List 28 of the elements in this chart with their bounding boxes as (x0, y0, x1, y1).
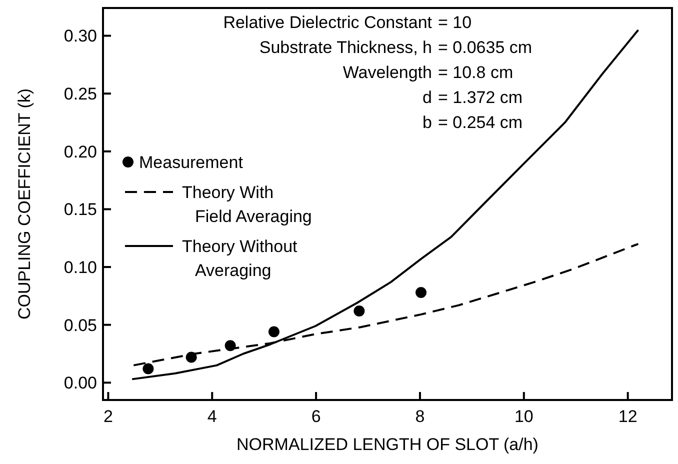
y-tick-label: 0.20 (64, 142, 97, 162)
annotation: Relative Dielectric Constant = 10 (223, 13, 472, 32)
y-tick-label: 0.00 (64, 374, 97, 393)
legend-label: Theory With Field Averaging (182, 182, 312, 226)
y-tick-label: 0.25 (64, 84, 97, 104)
legend-label: Measurement (139, 152, 244, 172)
x-axis-title: NORMALIZED LENGTH OF SLOT (a/h) (236, 435, 538, 454)
x-tick-label: 12 (618, 407, 638, 426)
y-axis-title: COUPLING COEFFICIENT (k) (15, 88, 34, 320)
annotation: Substrate Thickness, h = 0.0635 cm (259, 38, 532, 57)
x-tick-label: 2 (103, 407, 113, 426)
legend-label: Theory Without Averaging (182, 236, 298, 280)
annotation: d = 1.372 cm (422, 88, 523, 107)
y-tick-label: 0.10 (64, 258, 97, 277)
annotation: b = 0.254 cm (422, 113, 523, 132)
point (354, 305, 365, 316)
y-tick-label: 0.05 (64, 316, 97, 335)
x-tick-label: 4 (207, 407, 217, 426)
line-series (131, 28, 640, 380)
point (142, 363, 154, 374)
y-tick-label: 0.30 (64, 26, 97, 46)
x-tick-label: 10 (514, 407, 534, 426)
x-tick-label: 6 (311, 407, 321, 426)
point (268, 326, 280, 338)
y-tick-label: 0.15 (64, 200, 97, 220)
annotation: Wavelength = 10.8 cm (342, 63, 514, 82)
x-tick-label: 8 (415, 407, 425, 426)
point (416, 286, 427, 298)
